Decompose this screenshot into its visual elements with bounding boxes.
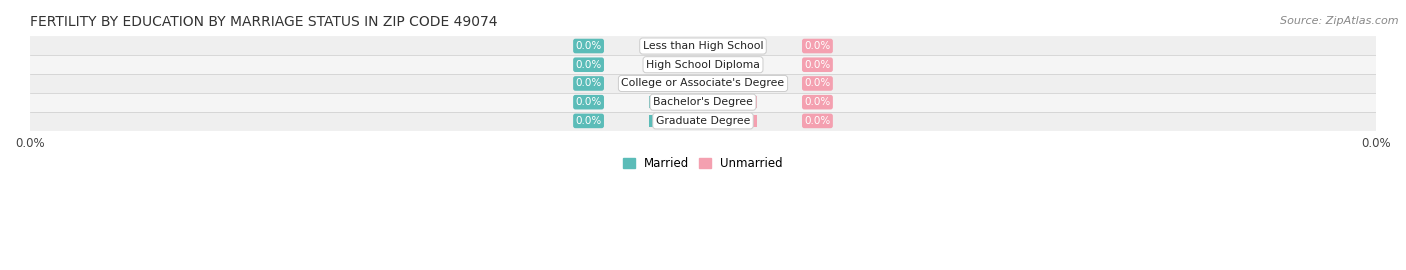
Text: 0.0%: 0.0% (804, 116, 831, 126)
Bar (30, 37, 1376, 55)
Bar (30, 93, 1376, 112)
Text: 0.0%: 0.0% (575, 97, 602, 107)
Bar (650, 59, 703, 70)
Bar (703, 96, 756, 108)
Text: 0.0%: 0.0% (575, 116, 602, 126)
Text: 0.0%: 0.0% (804, 41, 831, 51)
Text: 0.0%: 0.0% (575, 60, 602, 70)
Bar (30, 74, 1376, 93)
Bar (650, 78, 703, 89)
Bar (650, 40, 703, 52)
Bar (703, 115, 756, 127)
Bar (30, 55, 1376, 74)
Text: High School Diploma: High School Diploma (647, 60, 759, 70)
Text: 0.0%: 0.0% (804, 60, 831, 70)
Text: 0.0%: 0.0% (575, 79, 602, 89)
Text: Graduate Degree: Graduate Degree (655, 116, 751, 126)
Bar (650, 115, 703, 127)
Text: FERTILITY BY EDUCATION BY MARRIAGE STATUS IN ZIP CODE 49074: FERTILITY BY EDUCATION BY MARRIAGE STATU… (30, 15, 498, 29)
Text: Bachelor's Degree: Bachelor's Degree (652, 97, 754, 107)
Bar (703, 40, 756, 52)
Bar (30, 112, 1376, 130)
Text: 0.0%: 0.0% (804, 97, 831, 107)
Text: 0.0%: 0.0% (575, 41, 602, 51)
Text: College or Associate's Degree: College or Associate's Degree (621, 79, 785, 89)
Legend: Married, Unmarried: Married, Unmarried (619, 153, 787, 175)
Text: 0.0%: 0.0% (804, 79, 831, 89)
Text: Source: ZipAtlas.com: Source: ZipAtlas.com (1281, 16, 1399, 26)
Bar (703, 78, 756, 89)
Text: Less than High School: Less than High School (643, 41, 763, 51)
Bar (703, 59, 756, 70)
Bar (650, 96, 703, 108)
